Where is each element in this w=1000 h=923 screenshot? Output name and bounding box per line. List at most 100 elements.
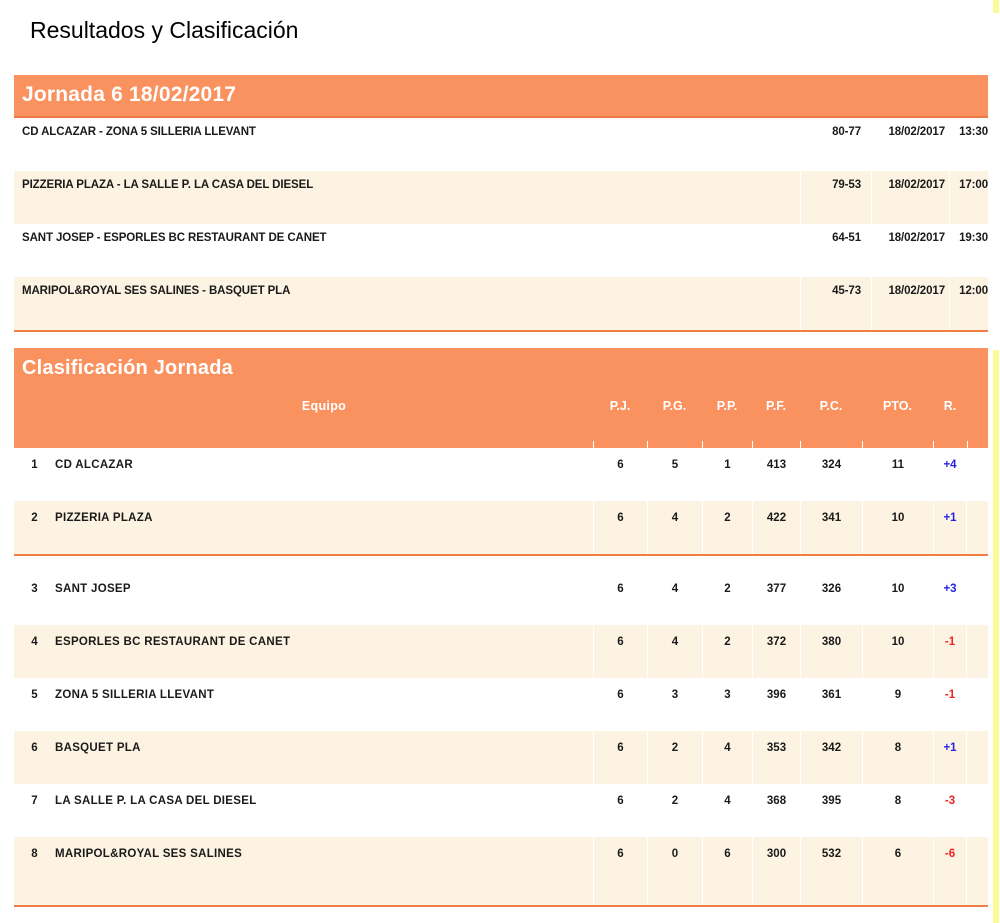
cell-pp: 2: [702, 625, 752, 678]
column-tick: [862, 441, 863, 448]
cell-equipo: CD ALCAZAR: [55, 459, 133, 471]
match-score: 64-51: [800, 224, 871, 277]
cell-r: -3: [933, 784, 967, 837]
cell-pg: 3: [647, 678, 702, 731]
cell-pto: 6: [862, 837, 933, 905]
column-tick: [933, 441, 934, 448]
cell-pf: 396: [752, 678, 800, 731]
cell-r: -1: [933, 625, 967, 678]
cell-pc: 326: [800, 572, 862, 625]
column-tick: [967, 441, 968, 448]
match-row: CD ALCAZAR - ZONA 5 SILLERIA LLEVANT 80-…: [14, 118, 988, 171]
cell-pp: 4: [702, 784, 752, 837]
col-header-equipo: Equipo: [301, 399, 347, 413]
results-bottom-rule: [14, 330, 988, 332]
match-score: 80-77: [800, 118, 871, 171]
cell-r: +1: [933, 501, 967, 554]
match-row: SANT JOSEP - ESPORLES BC RESTAURANT DE C…: [14, 224, 988, 277]
col-header-pos: [14, 399, 55, 413]
cell-pg: 2: [647, 784, 702, 837]
cell-pc: 342: [800, 731, 862, 784]
cell-equipo: ESPORLES BC RESTAURANT DE CANET: [55, 636, 291, 648]
match-date: 18/02/2017: [871, 224, 949, 277]
col-header-pp: P.P.: [716, 399, 738, 413]
cell-pg: 4: [647, 572, 702, 625]
cell-pos: 7: [31, 795, 38, 807]
cell-pf: 372: [752, 625, 800, 678]
cell-pg: 2: [647, 731, 702, 784]
match-teams: MARIPOL&ROYAL SES SALINES - BASQUET PLA: [22, 285, 291, 297]
standings-row: 7 LA SALLE P. LA CASA DEL DIESEL 6 2 4 3…: [14, 784, 988, 837]
match-row: MARIPOL&ROYAL SES SALINES - BASQUET PLA …: [14, 277, 988, 330]
match-teams: SANT JOSEP - ESPORLES BC RESTAURANT DE C…: [22, 232, 327, 244]
cell-pj: 6: [593, 625, 647, 678]
standings-row: 5 ZONA 5 SILLERIA LLEVANT 6 3 3 396 361 …: [14, 678, 988, 731]
standings-separator-rule: [14, 554, 988, 556]
cell-pc: 341: [800, 501, 862, 554]
cell-pj: 6: [593, 678, 647, 731]
results-section: Jornada 6 18/02/2017 CD ALCAZAR - ZONA 5…: [14, 75, 988, 332]
cell-pto: 10: [862, 572, 933, 625]
cell-equipo: PIZZERIA PLAZA: [55, 512, 153, 524]
standings-column-headers: Equipo P.J. P.G. P.P. P.F. P.C. PTO. R.: [14, 399, 988, 413]
cell-pj: 6: [593, 448, 647, 501]
match-date: 18/02/2017: [871, 118, 949, 171]
col-header-r: R.: [943, 399, 957, 413]
cell-pc: 532: [800, 837, 862, 905]
cell-pos: 1: [31, 459, 38, 471]
standings-row: 2 PIZZERIA PLAZA 6 4 2 422 341 10 +1: [14, 501, 988, 554]
standings-row: 8 MARIPOL&ROYAL SES SALINES 6 0 6 300 53…: [14, 837, 988, 905]
cell-equipo: LA SALLE P. LA CASA DEL DIESEL: [55, 795, 257, 807]
cell-r: -1: [933, 678, 967, 731]
standings-row: 4 ESPORLES BC RESTAURANT DE CANET 6 4 2 …: [14, 625, 988, 678]
match-time: 13:30: [949, 118, 988, 171]
match-list: CD ALCAZAR - ZONA 5 SILLERIA LLEVANT 80-…: [14, 118, 988, 330]
cell-pos: 3: [31, 583, 38, 595]
match-score: 45-73: [800, 277, 871, 330]
cell-pj: 6: [593, 731, 647, 784]
col-header-pg: P.G.: [662, 399, 687, 413]
cell-pj: 6: [593, 784, 647, 837]
cell-pp: 6: [702, 837, 752, 905]
cell-pf: 353: [752, 731, 800, 784]
cell-r: +4: [933, 448, 967, 501]
cell-pos: 4: [31, 636, 38, 648]
cell-pto: 8: [862, 784, 933, 837]
cell-pc: 324: [800, 448, 862, 501]
standings-row: 1 CD ALCAZAR 6 5 1 413 324 11 +4: [14, 448, 988, 501]
standings-separator: [14, 554, 988, 572]
standings-rows-bottom: 3 SANT JOSEP 6 4 2 377 326 10 +3 4 ESPOR…: [14, 572, 988, 905]
match-date: 18/02/2017: [871, 171, 949, 224]
column-tick: [752, 441, 753, 448]
match-score: 79-53: [800, 171, 871, 224]
cell-pp: 4: [702, 731, 752, 784]
standings-header: Clasificación Jornada Equipo P.J. P.G. P…: [14, 348, 988, 448]
match-time: 17:00: [949, 171, 988, 224]
cell-pf: 413: [752, 448, 800, 501]
standings-bottom-rule: [14, 905, 988, 907]
match-teams: CD ALCAZAR - ZONA 5 SILLERIA LLEVANT: [22, 126, 256, 138]
cell-pc: 361: [800, 678, 862, 731]
cell-r: -6: [933, 837, 967, 905]
standings-row: 3 SANT JOSEP 6 4 2 377 326 10 +3: [14, 572, 988, 625]
jornada-header: Jornada 6 18/02/2017: [14, 75, 988, 118]
cell-pto: 11: [862, 448, 933, 501]
cell-pg: 0: [647, 837, 702, 905]
cell-pj: 6: [593, 837, 647, 905]
cell-pc: 395: [800, 784, 862, 837]
cell-pos: 5: [31, 689, 38, 701]
standings-section: Clasificación Jornada Equipo P.J. P.G. P…: [14, 348, 988, 907]
cell-equipo: ZONA 5 SILLERIA LLEVANT: [55, 689, 215, 701]
cell-pos: 6: [31, 742, 38, 754]
cell-pp: 2: [702, 501, 752, 554]
cell-pg: 5: [647, 448, 702, 501]
page-title: Resultados y Clasificación: [30, 17, 299, 43]
col-header-pto: PTO.: [883, 399, 912, 413]
cell-pp: 3: [702, 678, 752, 731]
cell-equipo: MARIPOL&ROYAL SES SALINES: [55, 848, 243, 860]
cell-pos: 8: [31, 848, 38, 860]
cell-pc: 380: [800, 625, 862, 678]
cell-equipo: SANT JOSEP: [55, 583, 131, 595]
cell-equipo: BASQUET PLA: [55, 742, 141, 754]
